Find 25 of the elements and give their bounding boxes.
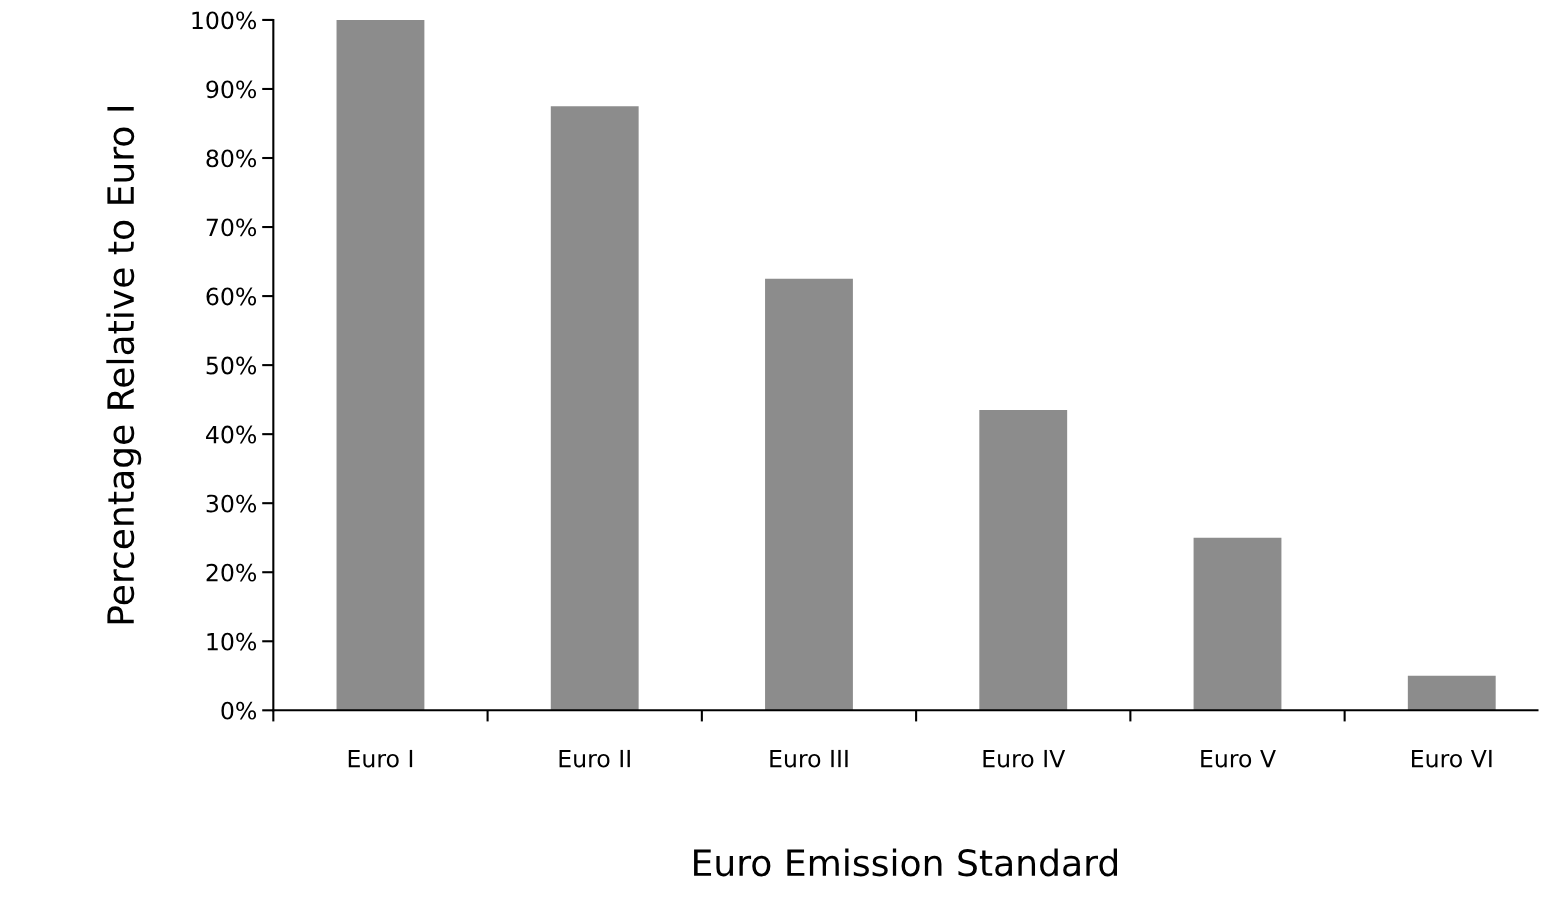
y-tick-label: 90% bbox=[206, 80, 257, 99]
y-tick-label: 30% bbox=[206, 494, 257, 513]
x-tick-label: Euro IV bbox=[983, 749, 1066, 768]
y-tick-label: 70% bbox=[206, 218, 257, 237]
x-tick-label: Euro II bbox=[559, 749, 630, 768]
bar bbox=[336, 19, 425, 711]
bar bbox=[765, 278, 853, 711]
bar bbox=[1193, 537, 1282, 711]
y-tick-label: 100% bbox=[192, 11, 257, 30]
bar bbox=[1407, 675, 1496, 711]
y-tick-label: 50% bbox=[206, 356, 257, 375]
y-tick-label: 20% bbox=[206, 563, 257, 582]
y-axis-title: Percentage Relative to Euro I bbox=[106, 106, 142, 624]
bar bbox=[979, 409, 1068, 711]
x-tick-label: Euro III bbox=[770, 749, 848, 768]
bar bbox=[550, 106, 639, 711]
y-tick-label: 0% bbox=[221, 701, 257, 720]
y-tick-label: 10% bbox=[207, 632, 257, 651]
y-tick-label: 60% bbox=[206, 287, 257, 306]
x-tick-label: Euro I bbox=[348, 749, 413, 768]
y-tick-label: 40% bbox=[206, 425, 257, 444]
y-tick-label: 80% bbox=[206, 149, 257, 168]
x-tick-label: Euro VI bbox=[1412, 749, 1492, 768]
x-tick-label: Euro V bbox=[1201, 749, 1276, 768]
x-axis-title: Euro Emission Standard bbox=[694, 848, 1117, 877]
